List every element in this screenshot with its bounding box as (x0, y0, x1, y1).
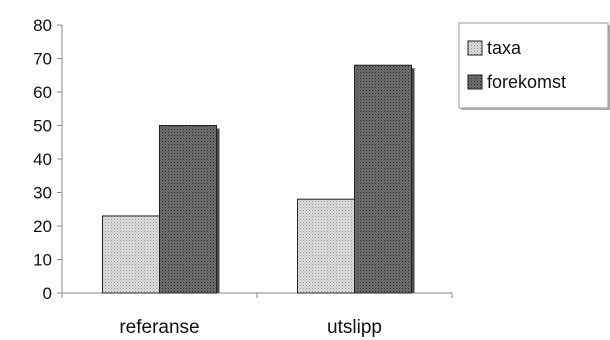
legend-label-taxa: taxa (487, 38, 522, 58)
x-category-label: referanse (119, 317, 199, 338)
y-tick-label: 40 (33, 150, 52, 169)
y-tick-label: 50 (33, 117, 52, 136)
legend: taxa forekomst (458, 22, 610, 110)
legend-swatch-forekomst (467, 74, 483, 90)
y-tick-label: 20 (33, 217, 52, 236)
legend-label-forekomst: forekomst (487, 72, 566, 92)
y-tick-label: 0 (43, 284, 52, 303)
bar-taxa-utslipp (297, 198, 355, 294)
y-tick-label: 30 (33, 184, 52, 203)
bars (102, 64, 415, 294)
y-tick-label: 10 (33, 251, 52, 270)
y-axis: 0 10 20 30 40 50 60 70 80 (33, 16, 63, 303)
legend-swatch-taxa (467, 40, 483, 56)
bar-forekomst-utslipp (354, 64, 412, 294)
bar-forekomst-referanse (159, 125, 217, 294)
x-category-label: utslipp (327, 317, 382, 338)
y-tick-label: 70 (33, 50, 52, 69)
bar-taxa-referanse (102, 215, 160, 294)
y-tick-label: 60 (33, 83, 52, 102)
legend-box (458, 22, 609, 109)
x-axis: referanse utslipp (61, 292, 453, 338)
y-tick-label: 80 (33, 16, 52, 35)
